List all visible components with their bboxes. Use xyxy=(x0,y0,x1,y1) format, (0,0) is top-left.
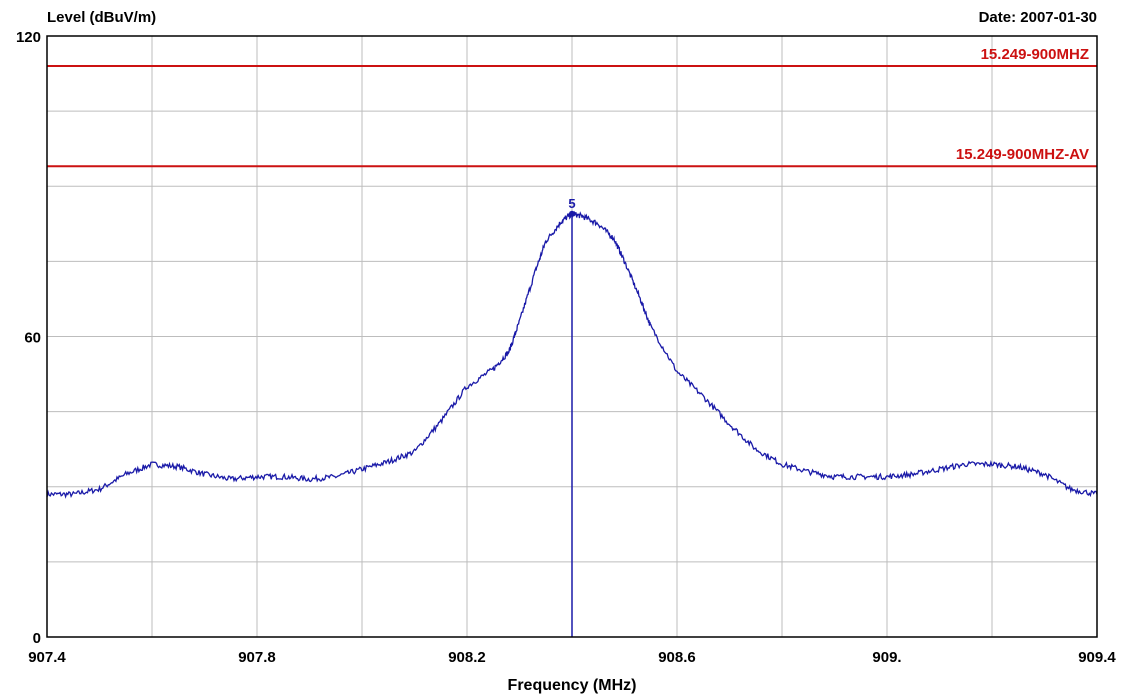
trace: 5 xyxy=(46,196,1098,637)
x-tick-label: 907.8 xyxy=(238,649,276,666)
limit-line-label: 15.249-900MHZ xyxy=(981,46,1089,63)
limit-line-label: 15.249-900MHZ-AV xyxy=(956,146,1089,163)
x-tick-label: 908.2 xyxy=(448,649,486,666)
x-tick-label: 907.4 xyxy=(28,649,66,666)
plot-frame xyxy=(46,35,1098,638)
limit-lines: 15.249-900MHZ 15.249-900MHZ-AV xyxy=(47,46,1097,168)
x-tick-label: 909. xyxy=(872,649,901,666)
x-tick-label: 908.6 xyxy=(658,649,696,666)
y-axis-label: Level (dBuV/m) xyxy=(47,9,156,26)
marker-label: 5 xyxy=(568,196,575,211)
x-axis-label: Frequency (MHz) xyxy=(508,677,637,694)
y-tick-label: 60 xyxy=(24,330,41,347)
x-tick-label: 909.4 xyxy=(1078,649,1116,666)
y-tick-label: 120 xyxy=(16,29,41,46)
y-tick-label: 0 xyxy=(33,630,41,647)
date-label: Date: 2007-01-30 xyxy=(979,9,1097,26)
tick-labels: 907.4 907.8 908.2 908.6 909. 909.4 0 60 120 xyxy=(16,29,1116,666)
marker-point xyxy=(569,210,575,217)
